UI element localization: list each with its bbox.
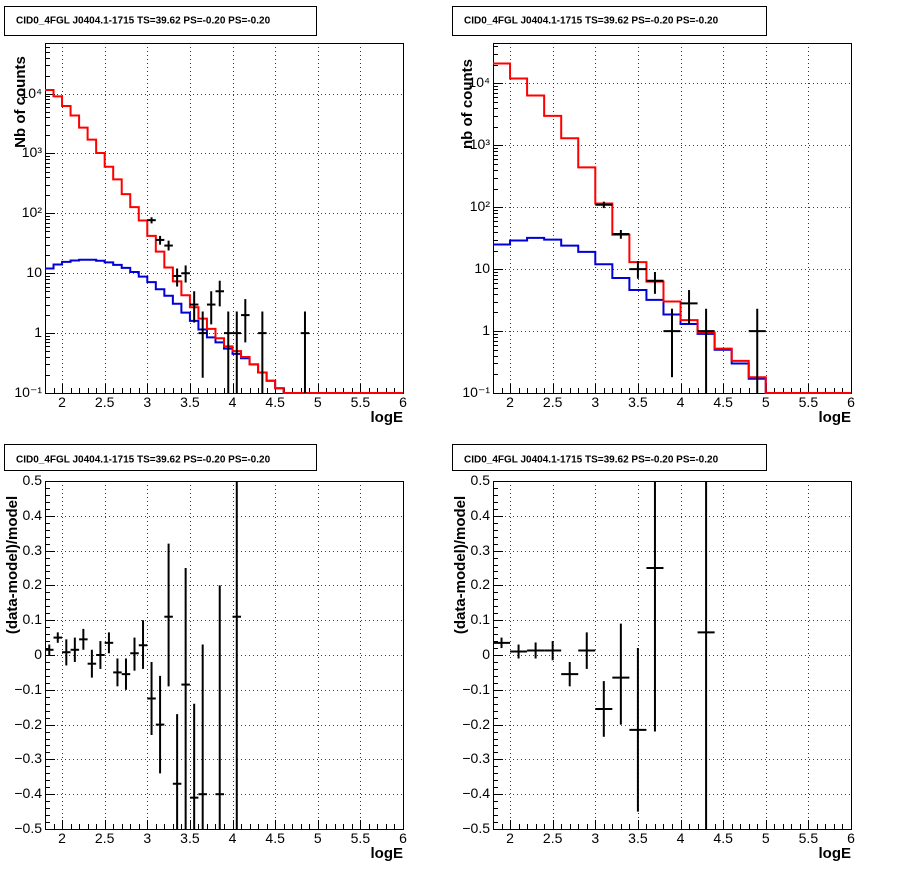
y-axis-title: Nb of counts bbox=[12, 56, 29, 148]
source-model-histogram bbox=[45, 258, 403, 394]
x-tick-label: 4.5 bbox=[265, 394, 285, 410]
x-tick-label: 4.5 bbox=[265, 830, 285, 846]
title-box bbox=[452, 444, 767, 471]
x-tick-label: 2 bbox=[506, 830, 514, 846]
y-tick-label: 10³ bbox=[470, 136, 491, 152]
x-tick-label: 2.5 bbox=[543, 394, 563, 410]
x-tick-label: 6 bbox=[847, 394, 855, 410]
x-tick-label: 3.5 bbox=[180, 394, 200, 410]
x-tick-label: 4 bbox=[677, 394, 685, 410]
chart-title: CID0_4FGL J0404.1-1715 TS=39.62 PS=-0.20… bbox=[464, 455, 719, 466]
y-tick-label: −0.4 bbox=[462, 785, 490, 801]
y-axis-title: (data-model)/model bbox=[452, 496, 469, 634]
y-axis-title: nb of counts bbox=[459, 59, 476, 149]
x-tick-label: 4.5 bbox=[713, 830, 733, 846]
y-tick-label: −0.5 bbox=[462, 820, 490, 836]
y-tick-label: −0.4 bbox=[14, 785, 42, 801]
y-tick-label: 10⁻¹ bbox=[462, 384, 490, 400]
x-tick-label: 4 bbox=[229, 394, 237, 410]
title-box bbox=[4, 444, 317, 471]
y-tick-label: 0.5 bbox=[471, 472, 491, 488]
x-tick-label: 2 bbox=[506, 394, 514, 410]
plot-frame bbox=[45, 43, 404, 394]
y-tick-label: 10² bbox=[22, 204, 43, 220]
x-tick-label: 5.5 bbox=[799, 394, 819, 410]
y-tick-label: −0.5 bbox=[14, 820, 42, 836]
x-tick-label: 5.5 bbox=[799, 830, 819, 846]
chart-panel-4: CID0_4FGL J0404.1-1715 TS=39.62 PS=-0.20… bbox=[452, 444, 855, 862]
y-axis-title: (data-model)/model bbox=[4, 496, 21, 634]
y-tick-label: 10 bbox=[474, 260, 490, 276]
x-tick-label: 5.5 bbox=[351, 394, 371, 410]
y-tick-label: 0.2 bbox=[471, 576, 491, 592]
x-tick-label: 6 bbox=[847, 830, 855, 846]
x-tick-label: 4.5 bbox=[713, 394, 733, 410]
x-tick-label: 4 bbox=[677, 830, 685, 846]
y-tick-label: 10⁴ bbox=[20, 85, 42, 101]
x-tick-label: 3.5 bbox=[628, 394, 648, 410]
y-tick-label: 10 bbox=[26, 264, 42, 280]
x-tick-label: 2.5 bbox=[543, 830, 563, 846]
total-model-histogram bbox=[45, 88, 403, 394]
y-tick-label: 0 bbox=[34, 646, 42, 662]
x-tick-label: 3 bbox=[143, 394, 151, 410]
y-tick-label: 10⁻¹ bbox=[14, 384, 42, 400]
x-tick-label: 2.5 bbox=[95, 394, 115, 410]
y-tick-label: 10⁴ bbox=[468, 74, 490, 90]
y-tick-label: 1 bbox=[482, 322, 490, 338]
x-tick-label: 5 bbox=[762, 394, 770, 410]
y-tick-label: 0.4 bbox=[471, 507, 491, 523]
x-tick-label: 5.5 bbox=[351, 830, 371, 846]
y-tick-label: 10³ bbox=[22, 144, 43, 160]
chart-panel-2: CID0_4FGL J0404.1-1715 TS=39.62 PS=-0.20… bbox=[452, 6, 855, 426]
x-tick-label: 4 bbox=[229, 830, 237, 846]
x-tick-label: 3.5 bbox=[628, 830, 648, 846]
chart-panel-1: CID0_4FGL J0404.1-1715 TS=39.62 PS=-0.20… bbox=[4, 6, 407, 426]
chart-title: CID0_4FGL J0404.1-1715 TS=39.62 PS=-0.20… bbox=[16, 455, 271, 466]
x-tick-label: 2 bbox=[58, 830, 66, 846]
y-tick-label: −0.1 bbox=[14, 681, 42, 697]
y-tick-label: −0.2 bbox=[14, 716, 42, 732]
plot-frame bbox=[493, 43, 852, 394]
y-tick-label: −0.2 bbox=[462, 716, 490, 732]
title-box bbox=[452, 6, 767, 36]
y-tick-label: 0 bbox=[482, 646, 490, 662]
x-tick-label: 3 bbox=[591, 830, 599, 846]
x-tick-label: 5 bbox=[314, 394, 322, 410]
x-tick-label: 6 bbox=[399, 394, 407, 410]
y-tick-label: −0.1 bbox=[462, 681, 490, 697]
x-tick-label: 3 bbox=[591, 394, 599, 410]
y-tick-label: −0.3 bbox=[14, 750, 42, 766]
y-tick-label: 0.4 bbox=[23, 507, 43, 523]
x-tick-label: 2 bbox=[58, 394, 66, 410]
y-tick-label: 0.1 bbox=[23, 611, 43, 627]
x-tick-label: 5 bbox=[314, 830, 322, 846]
x-tick-label: 3.5 bbox=[180, 830, 200, 846]
y-tick-label: 0.3 bbox=[23, 542, 43, 558]
y-tick-label: 0.3 bbox=[471, 542, 491, 558]
x-tick-label: 5 bbox=[762, 830, 770, 846]
x-axis-title: logE bbox=[371, 409, 404, 426]
y-tick-label: 0.5 bbox=[23, 472, 43, 488]
y-tick-label: 1 bbox=[34, 324, 42, 340]
x-tick-label: 6 bbox=[399, 830, 407, 846]
chart-title: CID0_4FGL J0404.1-1715 TS=39.62 PS=-0.20… bbox=[16, 16, 271, 27]
source-model-histogram bbox=[493, 236, 851, 394]
y-tick-label: 0.1 bbox=[471, 611, 491, 627]
x-tick-label: 2.5 bbox=[95, 830, 115, 846]
x-axis-title: logE bbox=[371, 845, 404, 862]
title-box bbox=[4, 6, 317, 36]
y-tick-label: 0.2 bbox=[23, 576, 43, 592]
x-axis-title: logE bbox=[819, 409, 852, 426]
x-tick-label: 3 bbox=[143, 830, 151, 846]
chart-title: CID0_4FGL J0404.1-1715 TS=39.62 PS=-0.20… bbox=[464, 16, 719, 27]
x-axis-title: logE bbox=[819, 845, 852, 862]
chart-panel-3: CID0_4FGL J0404.1-1715 TS=39.62 PS=-0.20… bbox=[4, 444, 407, 862]
y-tick-label: −0.3 bbox=[462, 750, 490, 766]
y-tick-label: 10² bbox=[470, 198, 491, 214]
